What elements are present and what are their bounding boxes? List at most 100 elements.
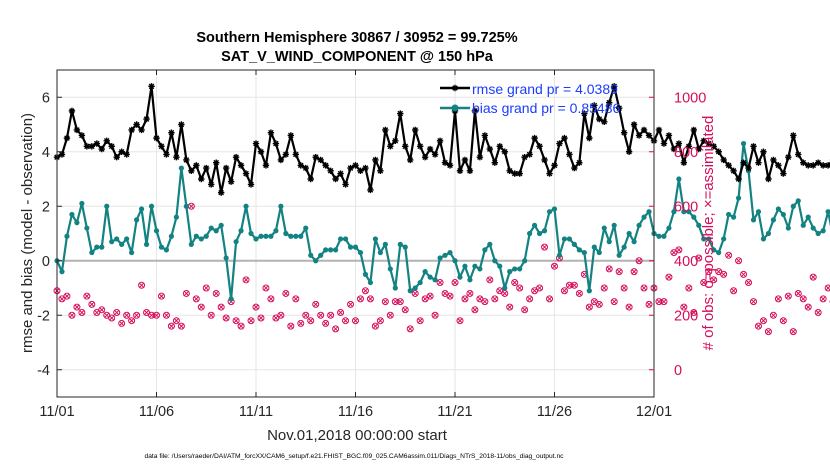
- bias-point: [447, 249, 453, 256]
- rmse-series: [53, 83, 830, 196]
- rmse-point: [357, 167, 364, 175]
- rmse-point: [73, 126, 81, 134]
- rmse-point: [58, 151, 66, 158]
- obs-possible-point: [297, 319, 305, 327]
- obs-possible-point: [98, 306, 106, 314]
- obs-assimilated-point: [566, 282, 573, 288]
- obs-possible-point: [292, 295, 300, 303]
- bias-point: [69, 211, 75, 218]
- bias-point: [183, 203, 189, 209]
- bias-point: [596, 249, 602, 256]
- y-axis-right: 0 200 400 600 800 1000: [649, 90, 706, 379]
- rmse-point: [496, 143, 503, 150]
- obs-assimilated-point: [805, 304, 811, 310]
- rmse-point: [421, 154, 429, 161]
- obs-assimilated-point: [123, 312, 130, 318]
- bias-point: [497, 263, 503, 269]
- obs-assimilated-point: [770, 312, 777, 318]
- bias-point: [626, 230, 632, 237]
- obs-possible-point: [68, 311, 76, 319]
- bias-point: [795, 198, 801, 204]
- rmse-point: [491, 159, 498, 166]
- bias-point: [392, 285, 398, 291]
- rmse-point: [347, 164, 354, 172]
- obs-assimilated-point: [337, 309, 344, 316]
- obs-assimilated-point: [815, 309, 821, 316]
- obs-assimilated-point: [462, 296, 468, 302]
- obs-assimilated-point: [561, 288, 568, 294]
- rmse-point: [675, 140, 683, 147]
- bias-point: [422, 269, 428, 275]
- y-tick-label-left: 6: [42, 90, 50, 106]
- bias-point: [462, 263, 468, 269]
- obs-possible-point: [366, 295, 374, 303]
- obs-assimilated-point: [357, 296, 364, 302]
- obs-possible-point: [804, 303, 812, 311]
- obs-possible-point: [750, 298, 757, 306]
- x-tick-label: 12/01: [636, 404, 672, 420]
- obs-assimilated-point: [427, 293, 433, 299]
- bias-point: [342, 236, 349, 242]
- obs-assimilated-point: [59, 296, 65, 302]
- rmse-point: [342, 181, 349, 188]
- bias-point: [551, 206, 558, 212]
- bias-point: [775, 206, 781, 212]
- obs-assimilated-point: [596, 301, 602, 308]
- obs-assimilated-point: [740, 271, 747, 278]
- obs-assimilated-point: [163, 312, 170, 318]
- obs-possible-point: [610, 298, 618, 306]
- obs-possible-point: [396, 298, 404, 306]
- obs-assimilated-point: [581, 271, 588, 278]
- obs-possible-point: [63, 292, 71, 300]
- bias-point: [178, 165, 184, 171]
- rmse-point: [620, 129, 628, 136]
- rmse-point: [397, 110, 404, 117]
- obs-possible-point: [302, 311, 310, 319]
- obs-assimilated-point: [119, 320, 125, 327]
- obs-assimilated-point: [482, 298, 488, 305]
- obs-assimilated-point: [785, 293, 791, 299]
- x-tick-label: 11/21: [437, 404, 472, 420]
- rmse-point: [660, 140, 668, 147]
- obs-assimilated-point: [308, 318, 314, 324]
- bias-point: [333, 247, 339, 253]
- bias-point: [507, 269, 513, 275]
- rmse-point: [461, 156, 469, 164]
- bias-point: [561, 236, 568, 242]
- obs-possible-point: [665, 273, 673, 281]
- obs-possible-point: [635, 257, 643, 265]
- rmse-point: [541, 156, 548, 164]
- bias-point: [606, 239, 612, 245]
- obs-possible-point: [546, 295, 554, 303]
- obs-assimilated-point: [114, 309, 120, 316]
- obs-assimilated-point: [452, 279, 458, 286]
- obs-possible-point: [700, 279, 708, 287]
- bias-point: [84, 225, 90, 231]
- obs-possible-point: [541, 243, 549, 251]
- obs-possible-point: [322, 319, 330, 327]
- obs-assimilated-point: [193, 296, 199, 302]
- obs-possible-point: [212, 289, 220, 297]
- bias-point: [198, 236, 204, 242]
- obs-assimilated-point: [457, 318, 463, 324]
- y-tick-label-left: -4: [37, 363, 50, 379]
- obs-assimilated-point: [701, 279, 707, 286]
- rmse-point: [208, 181, 215, 188]
- obs-assimilated-point: [318, 312, 324, 318]
- bias-point: [646, 209, 652, 215]
- y-tick-label-right: 600: [674, 199, 698, 215]
- rmse-point: [725, 162, 732, 169]
- obs-assimilated-point: [233, 318, 239, 324]
- legend: rmse grand pr = 4.0389 bias grand pr = 0…: [440, 81, 620, 116]
- bias-point: [233, 239, 239, 245]
- rmse-point: [203, 164, 210, 172]
- bias-point: [676, 176, 682, 182]
- obs-assimilated-point: [591, 298, 597, 305]
- bias-point: [89, 249, 95, 256]
- rmse-point: [790, 132, 797, 139]
- obs-possible-point: [725, 251, 733, 259]
- obs-assimilated-point: [178, 323, 185, 329]
- obs-assimilated-point: [253, 304, 259, 310]
- obs-assimilated-point: [313, 301, 319, 308]
- rmse-point: [133, 121, 140, 128]
